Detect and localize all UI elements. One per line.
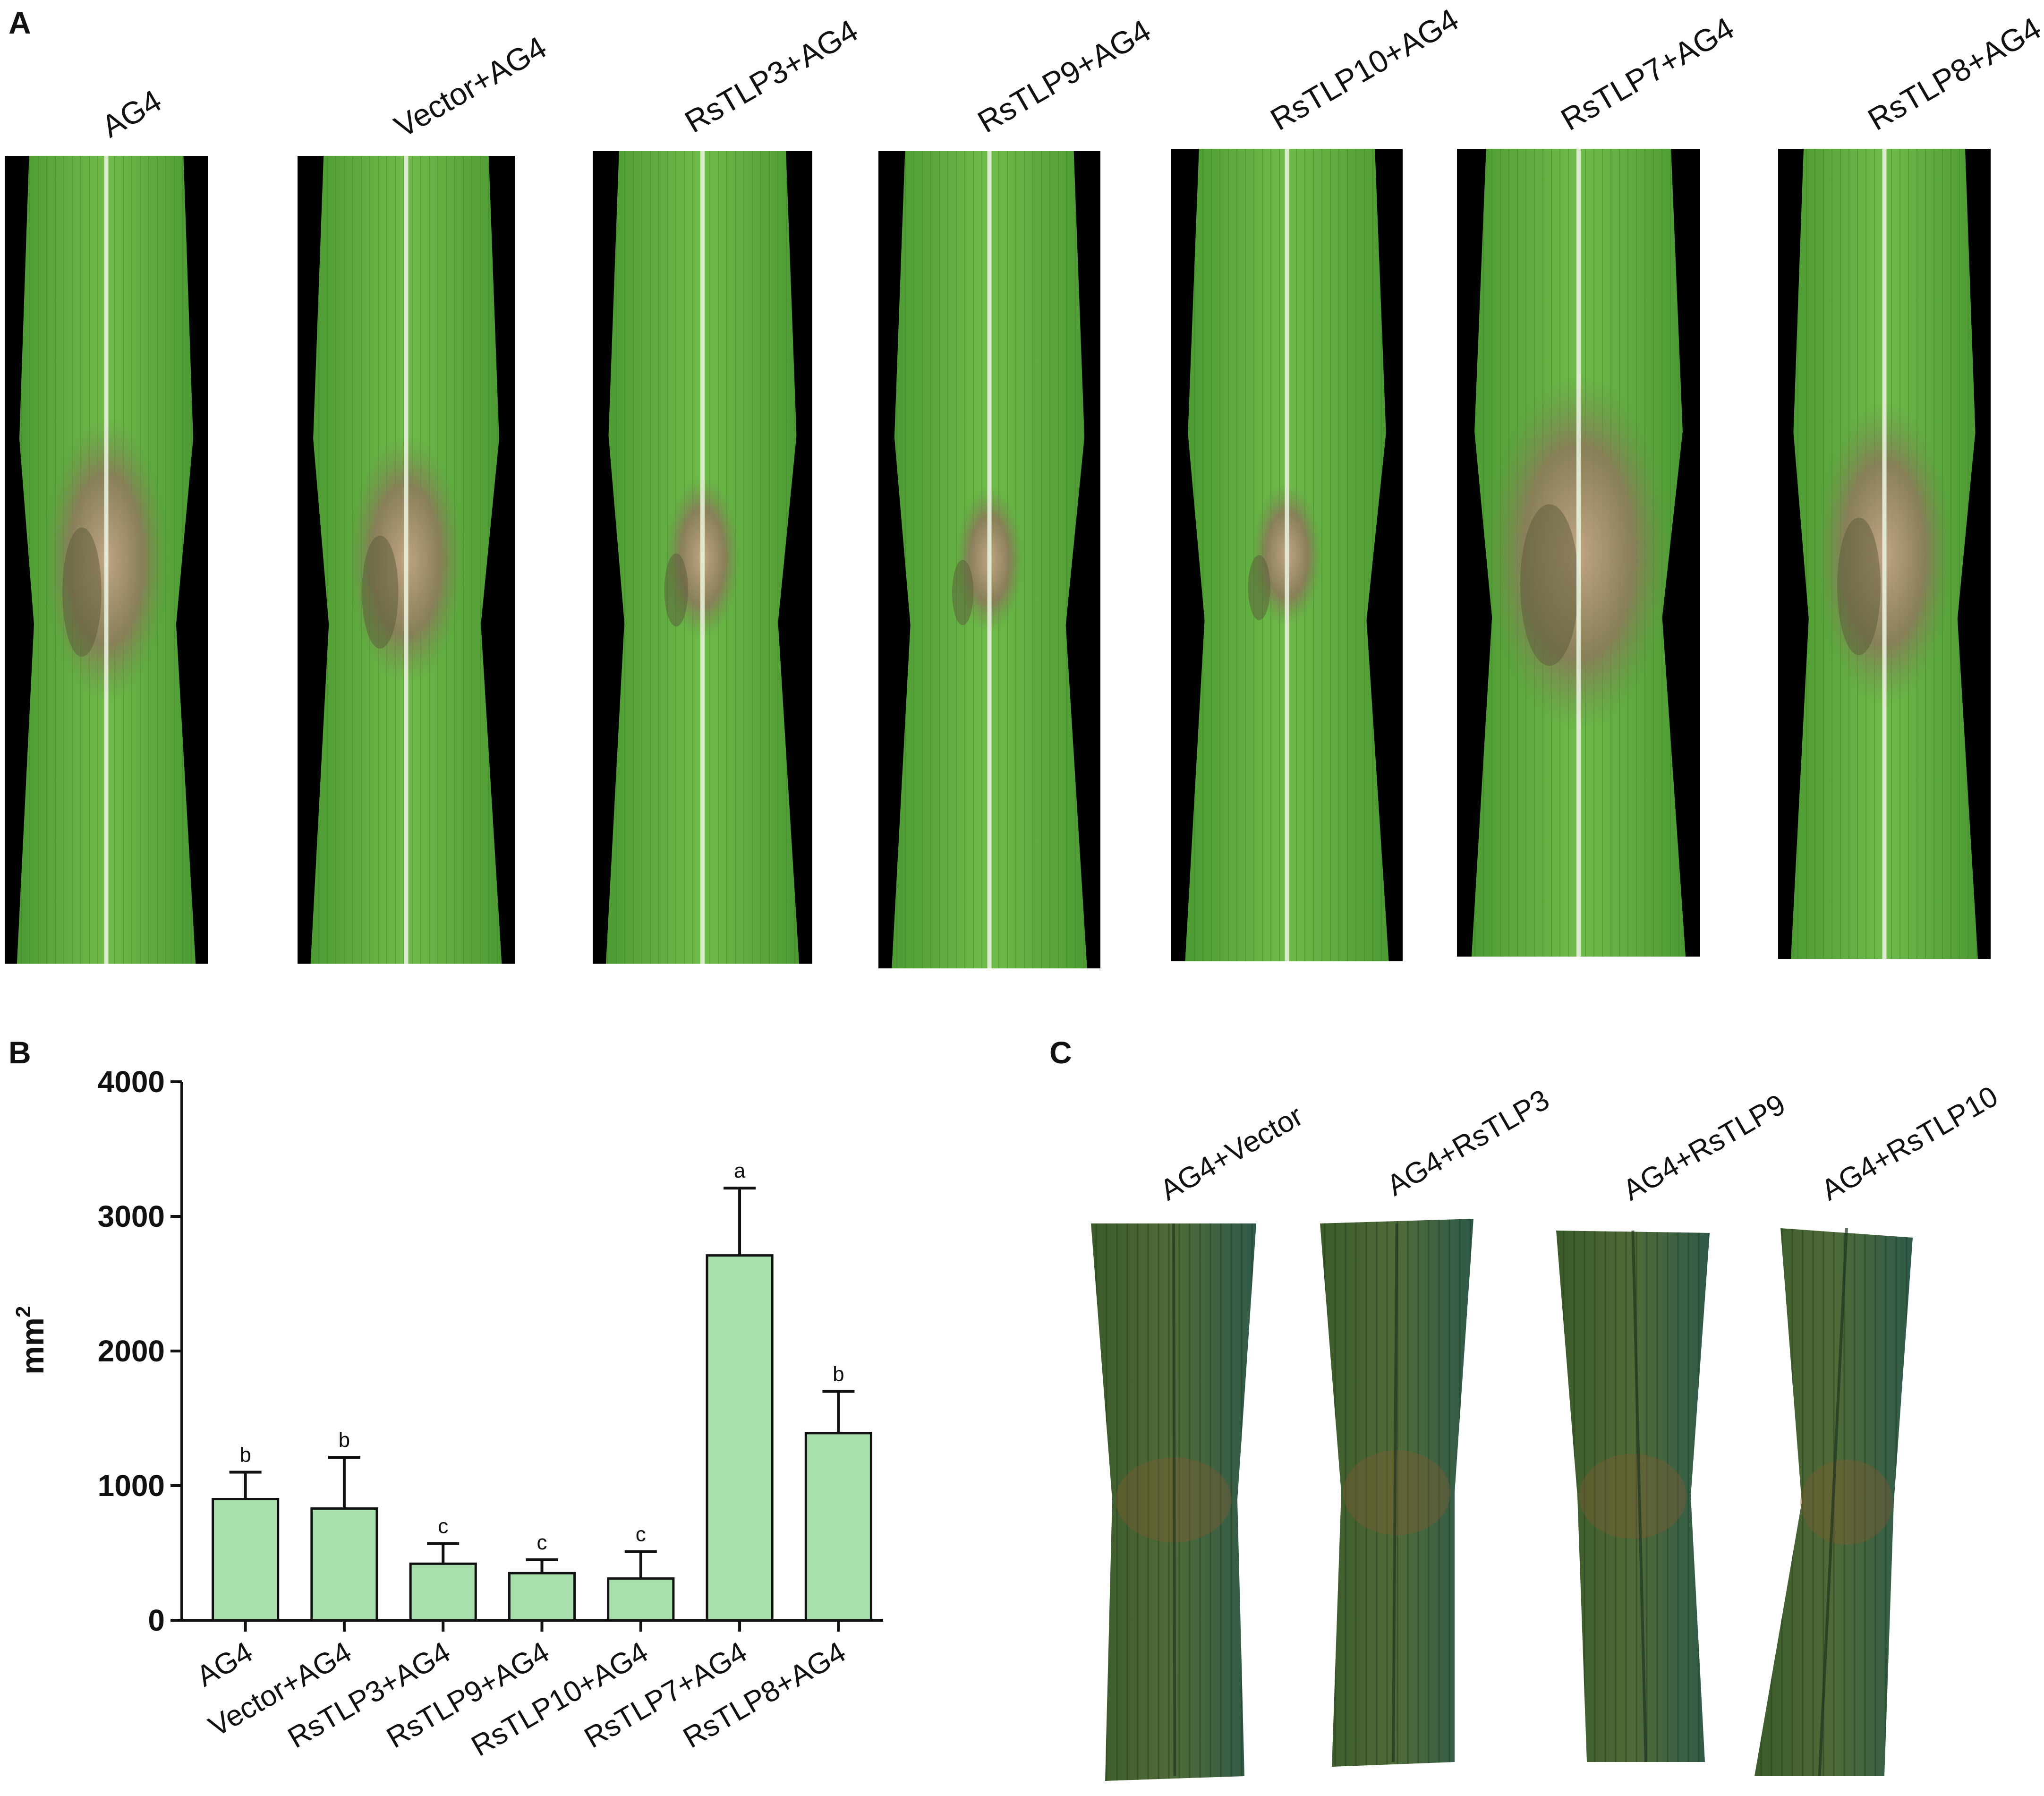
leaf-photo-c-3: [1556, 1230, 1710, 1762]
bar-5: [607, 1577, 675, 1622]
x-tick-label: RsTLP7+AG4: [579, 1635, 752, 1754]
leaf-label-c-4: AG4+RsTLP10: [1816, 1080, 2004, 1207]
significance-label: c: [438, 1515, 448, 1538]
y-axis-label: mm2: [12, 1306, 51, 1375]
x-tick-label: RsTLP8+AG4: [678, 1635, 851, 1754]
leaf-photo-a-1: [5, 156, 208, 964]
leaf-label-c-1: AG4+Vector: [1155, 1099, 1309, 1207]
significance-label: b: [339, 1428, 350, 1452]
leaf-photo-a-7: [1778, 149, 1991, 959]
y-tick-label: 2000: [98, 1334, 165, 1368]
y-tick-label: 4000: [98, 1065, 165, 1099]
bar-2: [310, 1507, 378, 1622]
bar-3: [409, 1562, 477, 1622]
bar-chart: 01000200030004000mm2bAG4bVector+AG4cRsTL…: [12, 1065, 883, 1762]
y-tick-label: 1000: [98, 1469, 165, 1503]
significance-label: c: [636, 1523, 646, 1546]
leaf-label-c-3: AG4+RsTLP9: [1618, 1088, 1791, 1207]
y-axis-label-sup: 2: [12, 1306, 35, 1317]
leaf-photo-a-5: [1171, 149, 1403, 961]
leaf-photo-a-2: [298, 156, 515, 964]
leaf-photo-a-3: [593, 151, 812, 964]
x-tick-label: RsTLP3+AG4: [282, 1635, 456, 1754]
significance-label: a: [734, 1159, 746, 1182]
bar-6: [706, 1254, 774, 1622]
panel-a-letter: A: [9, 5, 31, 40]
significance-label: b: [833, 1363, 844, 1386]
leaf-label-c-2: AG4+RsTLP3: [1381, 1083, 1555, 1203]
significance-label: c: [537, 1531, 547, 1554]
panel-c-letter: C: [1049, 1035, 1072, 1070]
x-tick-label: AG4: [191, 1635, 258, 1693]
leaf-photo-a-4: [878, 151, 1100, 968]
leaf-photo-c-2: [1320, 1219, 1473, 1767]
bar-7: [804, 1432, 872, 1622]
leaf-photo-c-4: [1754, 1228, 1913, 1777]
panel-a-leaf-photos: [5, 149, 1991, 968]
significance-label: b: [239, 1444, 251, 1467]
y-tick-label: 3000: [98, 1199, 165, 1233]
leaf-photo-a-6: [1457, 149, 1700, 957]
bar-1: [212, 1498, 280, 1622]
panel-b-letter: B: [9, 1035, 31, 1070]
leaf-photo-c-1: [1091, 1223, 1256, 1781]
y-tick-label: 0: [148, 1603, 165, 1637]
bar-4: [508, 1572, 576, 1622]
y-axis-label-unit: mm: [15, 1317, 51, 1375]
